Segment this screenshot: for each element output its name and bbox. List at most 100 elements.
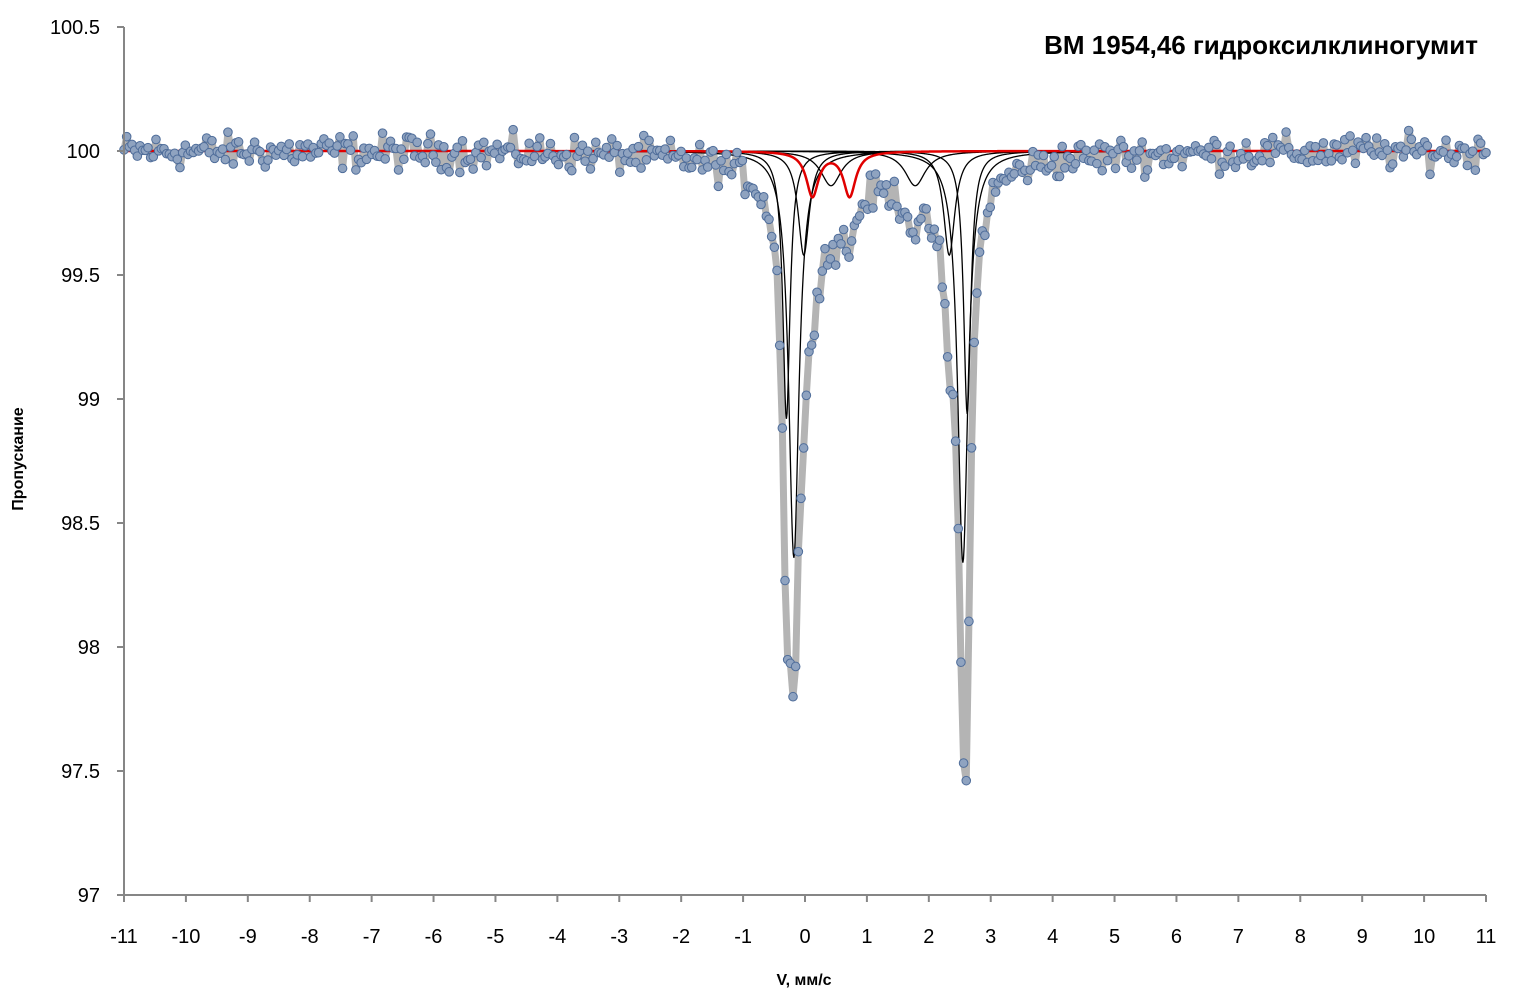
data-point <box>199 142 209 152</box>
data-point <box>399 154 409 165</box>
data-point <box>902 212 913 222</box>
data-point <box>1134 146 1145 156</box>
data-point <box>175 162 185 173</box>
data-point <box>217 144 228 154</box>
data-point <box>1401 145 1411 155</box>
data-point <box>532 141 542 152</box>
data-point <box>148 151 159 162</box>
data-point <box>1265 157 1275 168</box>
data-point <box>868 203 878 213</box>
data-point <box>1126 163 1137 173</box>
y-axis-ticks: 97 97.5 98 98.5 99 99.5 100 100.5 <box>50 17 124 907</box>
data-point <box>644 135 654 146</box>
axes: -11 -10 -9 -8 -7 -6 -5 -4 -3 -2 -1 0 1 2 3 4 5 6 7 8 9 10 11 9… <box>50 17 1496 948</box>
y-axis-title: Пропускание <box>10 407 27 511</box>
data-point <box>1462 160 1473 171</box>
data-point <box>452 142 462 153</box>
data-point <box>505 142 516 153</box>
x-tick-label: 10 <box>1413 926 1435 948</box>
data-point <box>910 234 921 245</box>
data-point <box>223 127 233 137</box>
data-point <box>780 575 790 586</box>
x-tick-label: -1 <box>734 926 752 948</box>
data-point <box>1046 160 1057 171</box>
chart-title: BM 1954,46 гидроксилклиногумит <box>1044 30 1478 60</box>
y-tick-label: 98.5 <box>61 513 100 535</box>
data-point <box>814 293 825 304</box>
data-point <box>345 145 356 155</box>
x-tick-label: -2 <box>672 926 690 948</box>
data-point <box>590 137 601 148</box>
x-tick-label: -6 <box>425 926 443 948</box>
x-tick-label: 6 <box>1171 926 1182 948</box>
data-point <box>1177 161 1187 172</box>
data-point <box>1262 140 1273 151</box>
data-point <box>1451 151 1462 162</box>
data-point <box>1060 163 1070 173</box>
data-point <box>476 152 486 163</box>
data-point <box>961 775 972 786</box>
data-point <box>1081 145 1091 156</box>
data-point <box>1110 163 1121 174</box>
data-point <box>836 239 846 249</box>
data-point <box>1049 151 1060 162</box>
data-point <box>846 236 857 246</box>
x-tick-label: -8 <box>301 926 319 948</box>
data-point <box>348 131 359 141</box>
x-tick-label: 9 <box>1357 926 1368 948</box>
data-point <box>535 133 545 143</box>
data-point <box>412 137 422 148</box>
data-point <box>1132 155 1142 165</box>
data-point <box>313 147 324 158</box>
data-point <box>958 758 969 768</box>
data-point <box>806 340 817 350</box>
data-point <box>585 164 596 174</box>
data-point <box>1097 165 1107 176</box>
data-point <box>676 146 686 157</box>
data-point <box>929 224 940 234</box>
data-point <box>479 137 489 148</box>
data-point <box>950 436 961 447</box>
x-tick-label: -7 <box>363 926 381 948</box>
data-point <box>1481 147 1491 158</box>
data-point <box>132 151 143 161</box>
y-tick-label: 98 <box>78 637 100 659</box>
data-point <box>1361 132 1371 143</box>
data-point <box>1467 146 1478 156</box>
data-point <box>774 340 785 351</box>
data-point <box>151 134 161 145</box>
x-tick-label: 11 <box>1476 926 1497 948</box>
data-point <box>1345 131 1355 141</box>
data-point <box>809 330 820 341</box>
data-point <box>1326 156 1337 166</box>
data-point <box>948 389 958 400</box>
data-point <box>777 423 788 433</box>
data-point <box>396 144 407 154</box>
data-point <box>702 162 713 172</box>
data-point <box>1118 141 1129 152</box>
data-point <box>854 211 865 221</box>
data-point <box>769 242 780 253</box>
data-point <box>801 390 812 401</box>
data-point <box>937 282 948 293</box>
data-point <box>1318 138 1329 148</box>
data-point <box>444 167 454 177</box>
data-point <box>1089 145 1099 155</box>
data-point <box>588 153 598 164</box>
data-point <box>820 243 830 254</box>
data-point <box>1142 165 1153 175</box>
data-point <box>708 145 718 156</box>
data-point <box>297 151 308 162</box>
y-tick-label: 97.5 <box>61 761 100 783</box>
data-point <box>1270 148 1281 159</box>
y-tick-label: 100.5 <box>50 17 100 39</box>
data-point <box>1022 175 1033 186</box>
data-point <box>553 159 564 170</box>
data-point <box>207 135 217 146</box>
data-point <box>788 691 798 702</box>
data-point <box>798 443 809 453</box>
data-point <box>641 155 652 165</box>
data-point <box>942 352 953 362</box>
data-point <box>1475 138 1486 148</box>
data-point <box>665 135 676 146</box>
